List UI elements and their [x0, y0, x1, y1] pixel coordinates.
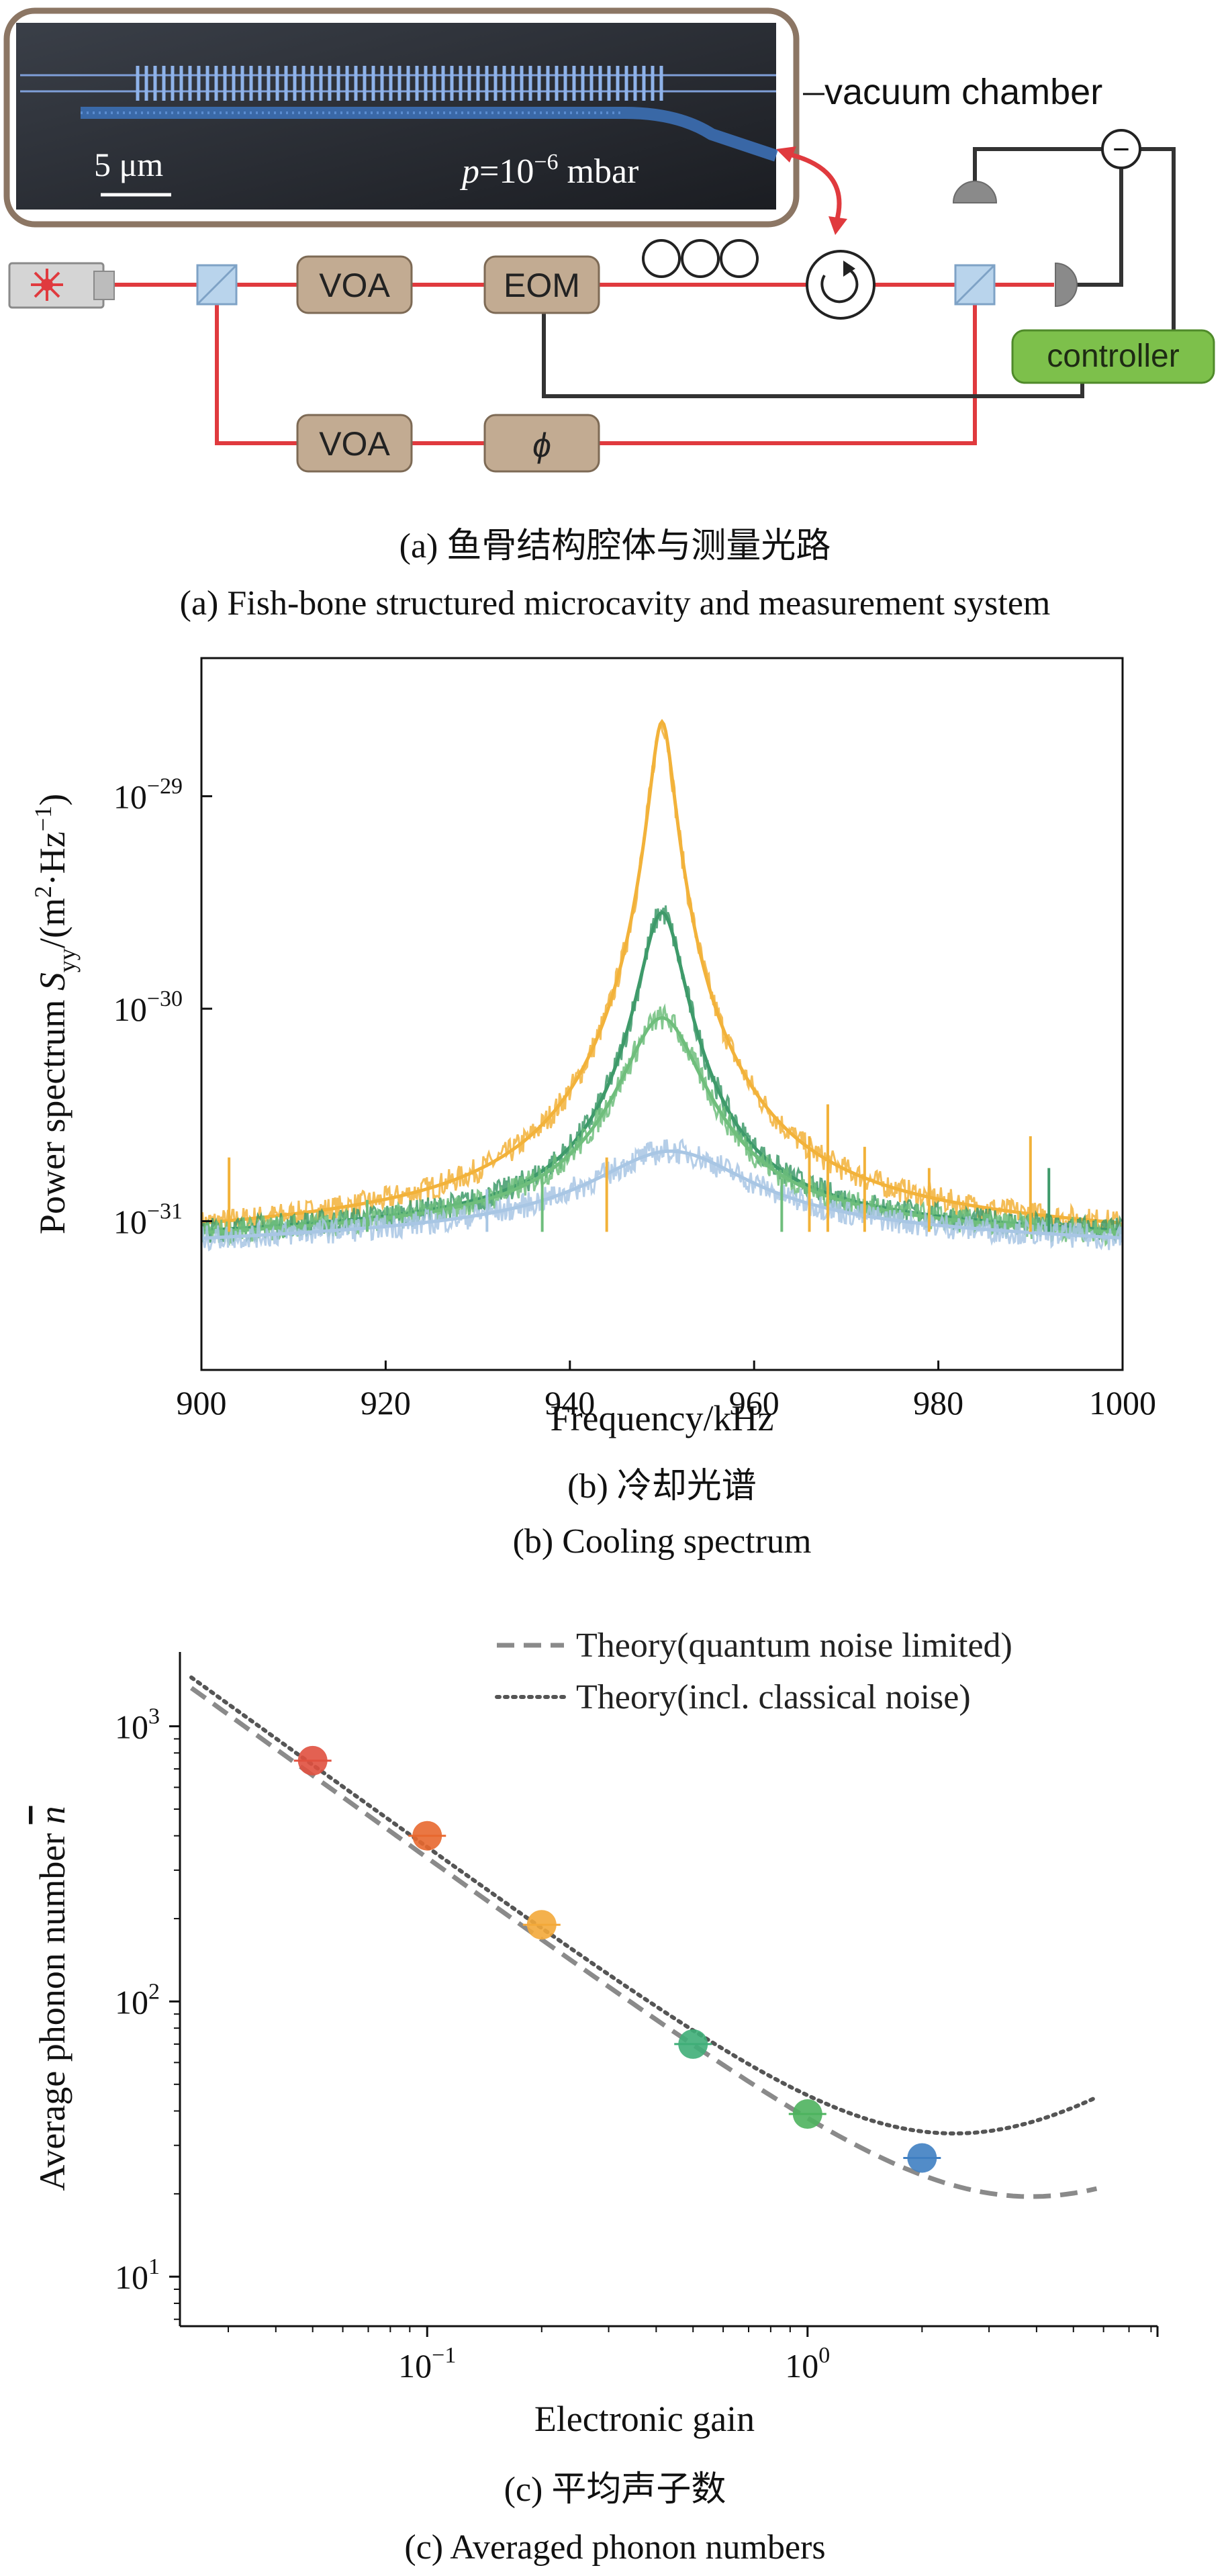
- caption-c-cn: (c) 平均声子数: [504, 2471, 726, 2509]
- beam-splitter-left: [196, 264, 238, 306]
- panel-a-diagram: 5 μm p=10−6 mbar vacuum chamber VOA EOM: [3, 7, 1215, 623]
- data-point-4: [678, 2029, 708, 2059]
- scale-bar-label: 5 μm: [94, 146, 163, 183]
- legend: Theory(quantum noise limited) Theory(inc…: [495, 1626, 1012, 1716]
- x-tick-label: 920: [361, 1384, 411, 1422]
- waveguide: [20, 66, 778, 162]
- voa-box-1: VOA: [296, 255, 413, 314]
- y-axis-label: Power spectrum Syy/(m2·Hz−1): [30, 794, 81, 1234]
- coupling-arrow: [784, 150, 842, 222]
- x-tick-label: 900: [177, 1384, 227, 1422]
- caption-c-en: (c) Averaged phonon numbers: [404, 2528, 825, 2567]
- x-tick-label: 10−1: [398, 2343, 456, 2385]
- eom-box: EOM: [483, 255, 600, 314]
- polarization-controller-icon: [642, 239, 759, 278]
- x-tick-label: 1000: [1089, 1384, 1156, 1422]
- caption-b-en: (b) Cooling spectrum: [513, 1522, 812, 1561]
- x-axis-ticks: 900 920 940 960 980 1000: [177, 1361, 1156, 1422]
- controller-box: controller: [1011, 329, 1215, 384]
- x-axis-label: Electronic gain: [534, 2399, 755, 2439]
- axes: [179, 1652, 1157, 2328]
- photodetector-right: [1055, 262, 1078, 308]
- photodetector-top: [952, 181, 998, 203]
- y-axis-ticks: 10−31 10−30 10−29: [113, 774, 212, 1241]
- vacuum-chamber-label: vacuum chamber: [824, 72, 1102, 112]
- spectrum-series-1: [200, 722, 1123, 1237]
- y-tick-label: 10−31: [113, 1199, 183, 1241]
- beam-splitter-right: [954, 264, 996, 306]
- panel-b-chart: 900 920 940 960 980 1000 10−31 10−30 10−29 Freq…: [30, 657, 1156, 1561]
- legend-item-quantum: Theory(quantum noise limited): [576, 1626, 1012, 1665]
- data-point-3: [526, 1910, 557, 1940]
- spectrum-fit-2: [201, 911, 1121, 1232]
- x-axis-label: Frequency/kHz: [551, 1398, 774, 1438]
- x-tick-label: 100: [785, 2343, 830, 2385]
- y-axis-ticks: 101 102 103: [115, 1704, 180, 2320]
- data-point-2: [412, 1821, 442, 1851]
- svg-text:VOA: VOA: [319, 267, 390, 304]
- svg-text:ϕ: ϕ: [532, 426, 551, 464]
- x-tick-label: 940: [545, 1384, 595, 1422]
- plot-frame: [200, 657, 1124, 1371]
- y-axis-label: Average phonon number n: [32, 1806, 73, 2191]
- pressure-label: p=10−6 mbar: [459, 150, 638, 191]
- y-tick-label: 102: [115, 1979, 160, 2021]
- theory-classical-line: [189, 1675, 1099, 2136]
- caption-a-cn: (a) 鱼骨结构腔体与测量光路: [399, 527, 831, 565]
- data-point-5: [792, 2099, 822, 2129]
- spectrum-series-2: [200, 905, 1123, 1244]
- x-tick-label: 960: [729, 1384, 779, 1422]
- y-tick-label: 10−30: [113, 986, 183, 1028]
- x-tick-label: 980: [913, 1384, 963, 1422]
- spectrum-series: [200, 719, 1123, 1252]
- y-tick-label: 10−29: [113, 774, 183, 816]
- data-points: [293, 1745, 941, 2173]
- theory-quantum-line: [189, 1686, 1098, 2199]
- spectrum-fit-1: [201, 719, 1121, 1225]
- x-axis-ticks: 10−1 100: [228, 2326, 1159, 2385]
- legend-item-classical: Theory(incl. classical noise): [576, 1678, 971, 1716]
- panel-c-chart: 10−1 100 101 102 103 Theory(quantum noise l…: [32, 1626, 1159, 2567]
- subtractor-icon: −: [1101, 129, 1141, 169]
- circulator-icon: [806, 250, 876, 320]
- caption-a-en: (a) Fish-bone structured microcavity and…: [180, 584, 1051, 623]
- voa-box-2: VOA: [296, 414, 413, 473]
- svg-text:EOM: EOM: [504, 267, 580, 304]
- svg-text:controller: controller: [1047, 338, 1179, 374]
- y-tick-label: 101: [115, 2254, 160, 2296]
- caption-b-cn: (b) 冷却光谱: [567, 1467, 757, 1506]
- sem-inset: 5 μm p=10−6 mbar: [3, 7, 800, 228]
- spectrum-fit-4: [201, 1149, 1121, 1240]
- data-point-1: [297, 1745, 328, 1776]
- phase-shifter-box: ϕ: [483, 414, 600, 473]
- laser-source: [8, 262, 115, 309]
- svg-text:VOA: VOA: [319, 425, 390, 463]
- y-tick-label: 103: [115, 1704, 160, 1746]
- data-point-6: [907, 2143, 937, 2173]
- svg-text:−: −: [1113, 133, 1130, 166]
- spectrum-series-4: [200, 1138, 1123, 1252]
